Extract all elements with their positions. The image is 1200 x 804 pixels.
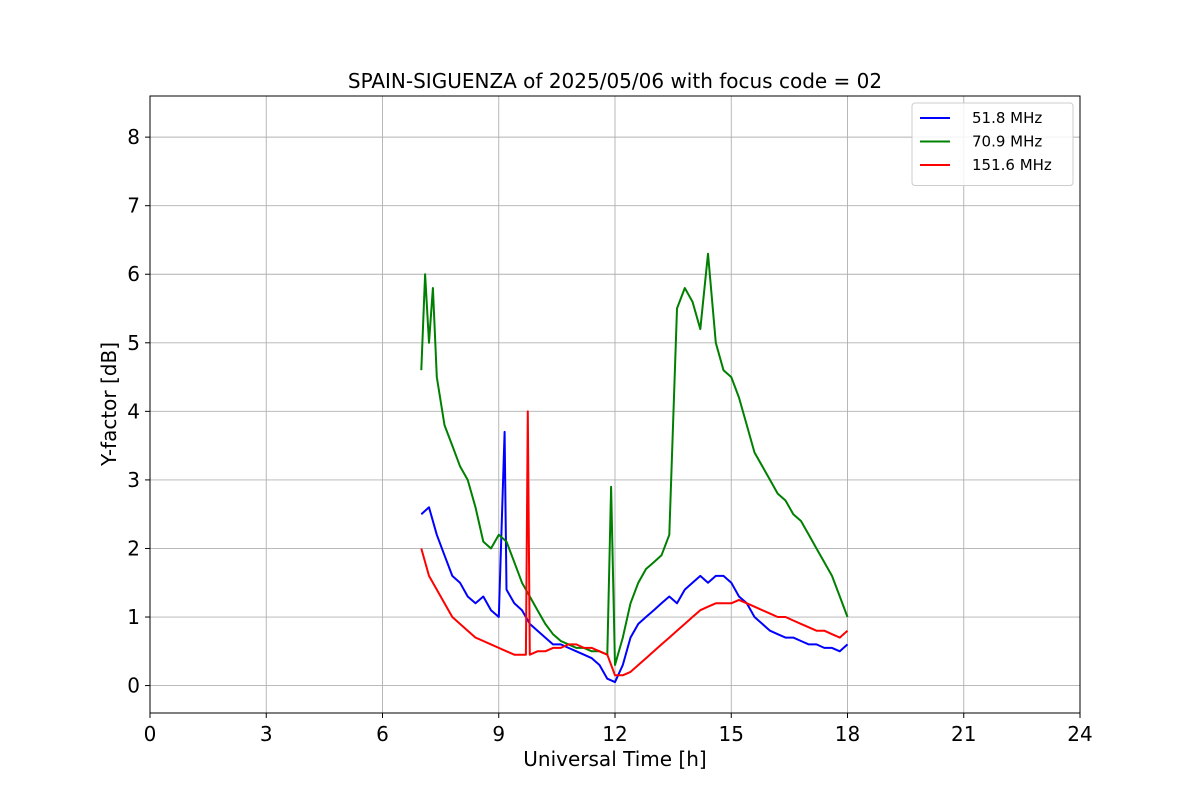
x-axis-label: Universal Time [h] (523, 747, 706, 771)
y-tick-label: 8 (127, 125, 140, 149)
y-tick-label: 1 (127, 605, 140, 629)
legend-label: 70.9 MHz (972, 133, 1042, 151)
legend: 51.8 MHz 70.9 MHz 151.6 MHz (911, 102, 1074, 186)
grid (149, 96, 1081, 713)
series-layer (420, 252, 849, 684)
legend-label: 51.8 MHz (972, 109, 1042, 127)
plot-frame (149, 95, 1081, 714)
x-tick-label: 21 (951, 722, 976, 746)
y-tick-label: 7 (127, 194, 140, 218)
x-tick-label: 0 (144, 722, 157, 746)
y-axis-label: Y-factor [dB] (97, 342, 121, 467)
series-line-2 (420, 252, 849, 666)
series-line-3 (420, 410, 849, 677)
y-tick-label: 5 (127, 331, 140, 355)
legend-box (911, 102, 1074, 186)
x-tick-label: 24 (1067, 722, 1092, 746)
x-tick-label: 9 (492, 722, 505, 746)
axes (145, 95, 1081, 718)
y-tick-label: 2 (127, 536, 140, 560)
y-tick-label: 6 (127, 262, 140, 286)
x-tick-label: 15 (719, 722, 744, 746)
y-tick-label: 0 (127, 674, 140, 698)
x-tick-label: 3 (260, 722, 273, 746)
y-tick-label: 4 (127, 399, 140, 423)
chart-title: SPAIN-SIGUENZA of 2025/05/06 with focus … (348, 69, 882, 93)
x-tick-label: 6 (376, 722, 389, 746)
x-tick-label: 12 (602, 722, 627, 746)
y-tick-label: 3 (127, 468, 140, 492)
x-tick-label: 18 (835, 722, 860, 746)
series-line-1 (420, 430, 849, 684)
legend-label: 151.6 MHz (972, 156, 1052, 174)
